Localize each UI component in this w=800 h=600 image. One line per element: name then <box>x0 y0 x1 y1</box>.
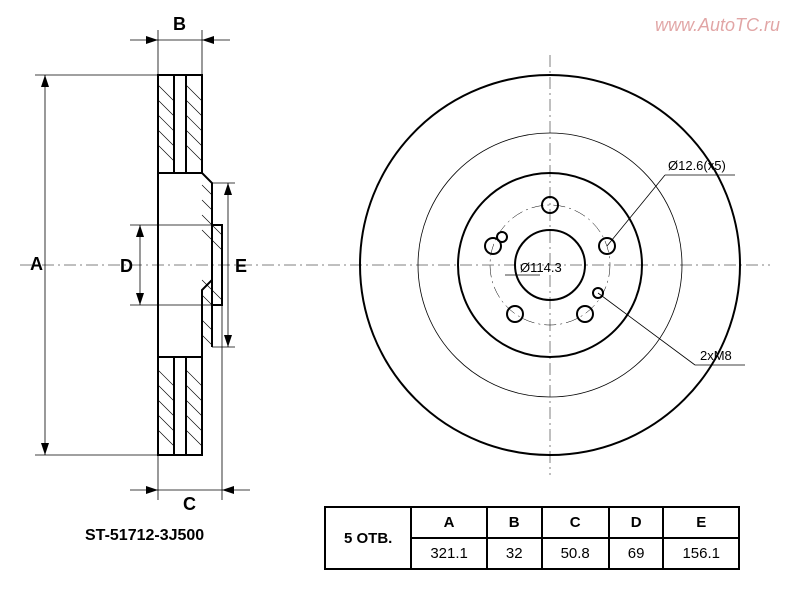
dim-label-c: C <box>183 494 196 514</box>
holes-count-label: 5 ОТВ. <box>325 507 411 569</box>
technical-drawing: A B C D E <box>0 0 800 520</box>
val-d: 69 <box>609 538 664 569</box>
center-bore-label: Ø114.3 <box>520 260 562 275</box>
val-b: 32 <box>487 538 542 569</box>
val-c: 50.8 <box>542 538 609 569</box>
part-number: ST-51712-3J500 <box>85 527 204 545</box>
col-b: B <box>487 507 542 538</box>
dimension-table: 5 ОТВ. A B C D E 321.1 32 50.8 69 156.1 <box>324 506 740 570</box>
val-a: 321.1 <box>411 538 487 569</box>
dim-label-a: A <box>30 254 43 274</box>
col-d: D <box>609 507 664 538</box>
dim-label-e: E <box>235 256 247 276</box>
dim-label-b: B <box>173 14 186 34</box>
thread-label: 2xM8 <box>700 348 732 363</box>
col-a: A <box>411 507 487 538</box>
dim-label-d: D <box>120 256 133 276</box>
bolt-hole-label: Ø12.6(x5) <box>668 158 726 173</box>
val-e: 156.1 <box>663 538 739 569</box>
col-e: E <box>663 507 739 538</box>
watermark-url: www.AutoTC.ru <box>655 15 780 36</box>
col-c: C <box>542 507 609 538</box>
